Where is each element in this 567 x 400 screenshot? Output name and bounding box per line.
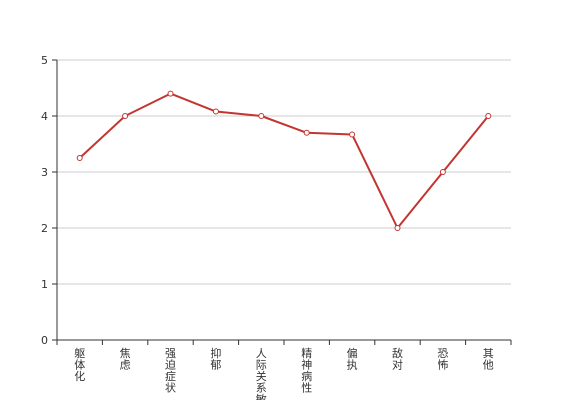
x-tick-label: 人际关系敏感 [256,347,267,400]
data-point[interactable] [167,90,174,97]
series-line [79,92,490,229]
x-tick-label: 敌对 [392,346,403,372]
data-point[interactable] [76,155,83,161]
data-point[interactable] [485,113,492,119]
y-tick-label: 5 [41,54,48,67]
x-tick-label: 抑郁 [210,346,221,372]
x-tick-label: 躯体化 [74,347,85,383]
x-tick-label: 恐怖 [437,347,448,372]
y-tick-label: 1 [41,278,48,291]
x-tick-label: 焦虑 [120,347,131,372]
data-point[interactable] [122,113,129,119]
y-tick-label: 3 [41,166,48,179]
data-point[interactable] [349,131,356,138]
y-tick-labels: 0 1 2 3 4 5 [41,54,48,347]
x-tick-label: 其他 [483,347,494,372]
x-tick-label: 强迫症状 [165,347,176,395]
y-tick-label: 4 [41,110,48,123]
axes [52,59,512,345]
x-tick-label: 偏执 [347,346,358,372]
y-tick-label: 2 [41,222,48,235]
data-point[interactable] [394,225,401,231]
series [76,90,492,231]
data-point[interactable] [439,169,446,175]
data-point[interactable] [303,129,310,136]
y-tick-label: 0 [41,334,48,347]
data-point[interactable] [212,108,219,115]
data-point[interactable] [258,113,265,119]
x-tick-label: 精神病性 [301,347,312,395]
x-tick-labels: 躯体化 焦虑 强迫症状 抑郁 人际关系敏感 精神病性 偏执 敌对 恐怖 其他 [74,346,494,400]
grid-lines [57,59,511,285]
